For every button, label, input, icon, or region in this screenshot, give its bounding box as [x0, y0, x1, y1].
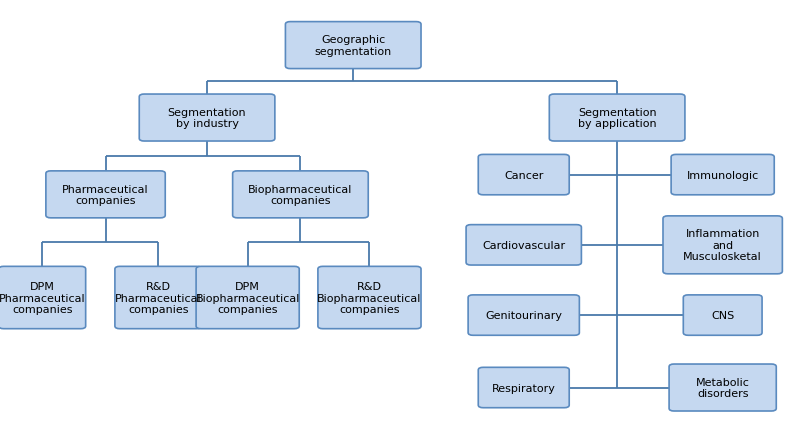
- Text: Genitourinary: Genitourinary: [485, 311, 561, 320]
- Text: Immunologic: Immunologic: [686, 170, 757, 180]
- FancyBboxPatch shape: [548, 95, 684, 142]
- Text: Segmentation
by application: Segmentation by application: [577, 107, 655, 129]
- FancyBboxPatch shape: [115, 267, 202, 329]
- Text: R&D
Biopharmaceutical
companies: R&D Biopharmaceutical companies: [317, 281, 421, 314]
- FancyBboxPatch shape: [45, 171, 165, 218]
- Text: Metabolic
disorders: Metabolic disorders: [695, 377, 749, 399]
- FancyBboxPatch shape: [0, 267, 86, 329]
- Text: Segmentation
by industry: Segmentation by industry: [168, 107, 246, 129]
- FancyBboxPatch shape: [318, 267, 421, 329]
- FancyBboxPatch shape: [683, 295, 761, 336]
- FancyBboxPatch shape: [478, 155, 569, 195]
- FancyBboxPatch shape: [467, 295, 579, 336]
- Text: Respiratory: Respiratory: [491, 383, 555, 392]
- FancyBboxPatch shape: [466, 225, 581, 265]
- FancyBboxPatch shape: [478, 367, 569, 408]
- Text: Biopharmaceutical
companies: Biopharmaceutical companies: [248, 184, 352, 206]
- FancyBboxPatch shape: [285, 22, 421, 69]
- Text: Pharmaceutical
companies: Pharmaceutical companies: [62, 184, 148, 206]
- Text: Cardiovascular: Cardiovascular: [482, 240, 564, 250]
- Text: Geographic
segmentation: Geographic segmentation: [314, 35, 392, 57]
- Text: Cancer: Cancer: [504, 170, 543, 180]
- Text: Inflammation
and
Musculosketal: Inflammation and Musculosketal: [683, 229, 761, 262]
- Text: DPM
Pharmaceutical
companies: DPM Pharmaceutical companies: [0, 281, 85, 314]
- FancyBboxPatch shape: [139, 95, 274, 142]
- Text: CNS: CNS: [710, 311, 733, 320]
- FancyBboxPatch shape: [671, 155, 774, 195]
- Text: R&D
Pharmaceutical
companies: R&D Pharmaceutical companies: [115, 281, 201, 314]
- FancyBboxPatch shape: [668, 364, 775, 411]
- FancyBboxPatch shape: [196, 267, 299, 329]
- Text: DPM
Biopharmaceutical
companies: DPM Biopharmaceutical companies: [195, 281, 299, 314]
- FancyBboxPatch shape: [232, 171, 368, 218]
- FancyBboxPatch shape: [663, 216, 782, 274]
